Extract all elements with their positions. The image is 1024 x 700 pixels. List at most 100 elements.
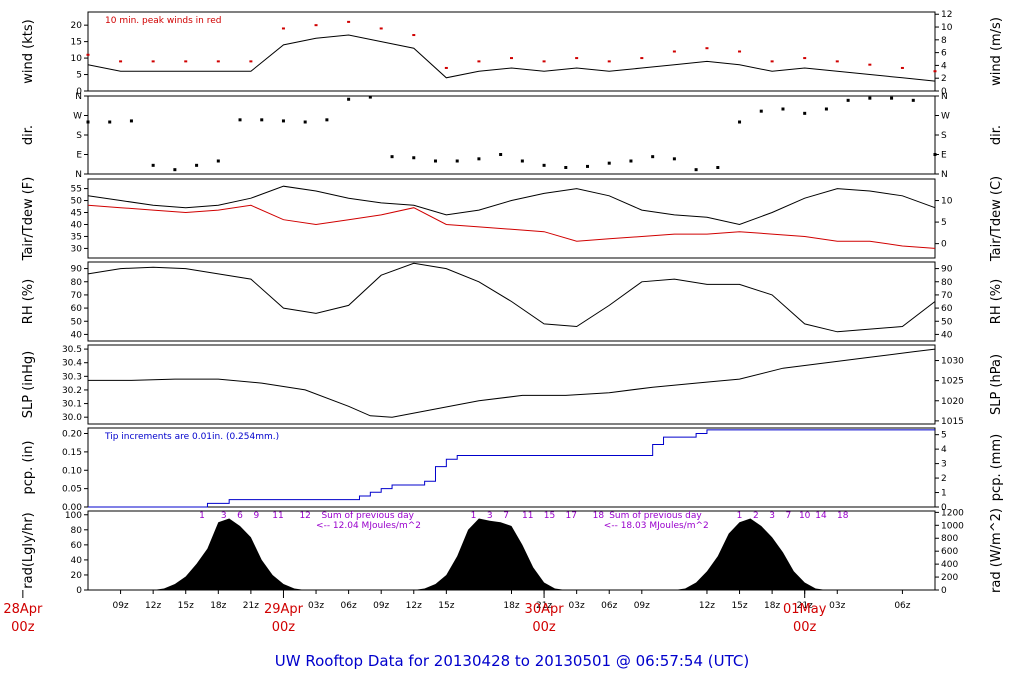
tick-label-right: 0 [941,240,947,250]
radiation-hour-label: 1 [737,511,743,521]
direction-point [455,159,459,163]
tick-label-left: 70 [71,291,83,301]
tick-label-right: 600 [941,547,958,557]
time-tick-label: 18z [764,601,780,611]
day-label-date: 30Apr [525,602,565,617]
tick-label-left: 60 [71,541,83,551]
radiation-hour-label: 11 [272,511,283,521]
day-sum-label: Sum of previous day [609,511,702,521]
panel-annotation: Tip increments are 0.01in. (0.254mm.) [104,432,279,442]
day-sum-value: <-- 12.04 MJoules/m^2 [316,521,421,531]
ylabel-right: wind (m/s) [989,17,1004,86]
direction-point [477,157,481,161]
tick-label-left: 30 [71,244,83,254]
peak-wind-point [575,57,579,60]
direction-point [781,107,785,111]
tick-label-left: 35 [71,232,82,242]
tick-label-right: 400 [941,560,958,570]
tick-label-right: 10 [941,23,953,33]
peak-wind-point [347,20,351,23]
ylabel-right: rad (W/m^2) [989,508,1004,593]
direction-point [542,163,546,167]
panel-pcp: pcp. (in) pcp. (mm) 0.00 0.05 0.10 0.15 0.20 0 1… [21,427,1004,513]
peak-wind-point [933,70,937,73]
series-direction [86,95,937,172]
direction-point [433,159,437,163]
series-10-min-peak-winds [86,20,937,73]
time-tick-label: 12z [699,601,715,611]
ylabel-right: Tair/Tdew (C) [989,176,1004,262]
tick-label-left: 0.05 [62,485,82,495]
direction-point [238,118,242,122]
tick-label-right: 2 [941,74,947,84]
tick-label-left: 40 [71,556,83,566]
direction-point [325,118,329,122]
tick-label-right: 1200 [941,508,964,518]
tick-label-left: S [76,131,82,141]
ylabel-right: SLP (hPa) [989,354,1004,415]
tick-label-left: E [76,151,82,161]
tick-label-right: 12 [941,10,952,20]
tick-label-right: 3 [941,460,947,470]
time-tick-label: 18z [210,601,226,611]
tick-label-left: 30.0 [62,413,82,423]
direction-point [890,96,894,100]
radiation-hour-label: 3 [769,511,775,521]
panel-frame [87,344,936,425]
tick-label-left: 0 [76,586,82,596]
radiation-hour-label: 17 [565,511,576,521]
direction-point [347,97,351,101]
direction-point [759,109,763,113]
tick-label-left: 10 [71,54,83,64]
ylabel-left: pcp. (in) [21,441,36,495]
tick-label-right: 1 [941,489,947,499]
time-tick-label: 03z [569,601,585,611]
peak-wind-point [607,60,611,63]
peak-wind-point [379,27,383,30]
tick-label-left: 30.2 [62,386,82,396]
radiation-hour-label: 7 [503,511,509,521]
tick-label-right: W [941,112,950,122]
radiation-hour-label: 9 [253,511,259,521]
day-label-date: 29Apr [264,602,304,617]
direction-point [933,153,937,156]
peak-wind-point [672,50,676,53]
tick-label-left: 0.10 [62,466,82,476]
day-label-hour: 00z [793,620,817,635]
tick-label-right: S [941,131,947,141]
time-axis: 09z 12z 15z 18z 21z 03z 06z 09z 12z 15z 18z 21z 03z 0… [3,590,911,635]
series-tair [87,185,936,226]
tick-label-left: 30.4 [62,359,82,369]
tick-label-right: 40 [941,330,953,340]
direction-point [803,111,807,115]
peak-wind-point [216,60,220,63]
tick-label-left: 40 [71,220,83,230]
tick-label-right: N [941,92,948,102]
chart-title: UW Rooftop Data for 20130428 to 20130501… [275,652,749,670]
series-tdew [87,204,936,249]
peak-wind-point [151,60,155,63]
direction-point [108,120,112,124]
radiation-hour-label: 3 [221,511,227,521]
peak-wind-point [542,60,546,63]
direction-point [499,153,503,156]
panel-frame [87,178,936,259]
panel-annotation: 10 min. peak winds in red [105,16,222,26]
peak-wind-point [314,24,318,27]
tick-label-left: 60 [71,304,83,314]
direction-point [368,95,372,99]
day-label-date: 28Apr [3,602,43,617]
tick-label-left: 55 [71,185,82,195]
tick-label-right: N [941,170,948,180]
peak-wind-point [640,57,644,60]
tick-label-right: 5 [941,218,947,228]
tick-label-left: 0.15 [62,448,82,458]
tick-label-right: E [941,151,947,161]
series-pcp [88,429,935,508]
direction-point [607,161,611,165]
peak-wind-point [803,57,807,60]
peak-wind-point [86,53,90,56]
tick-label-left: 80 [71,526,83,536]
tick-label-left: 90 [71,265,83,275]
